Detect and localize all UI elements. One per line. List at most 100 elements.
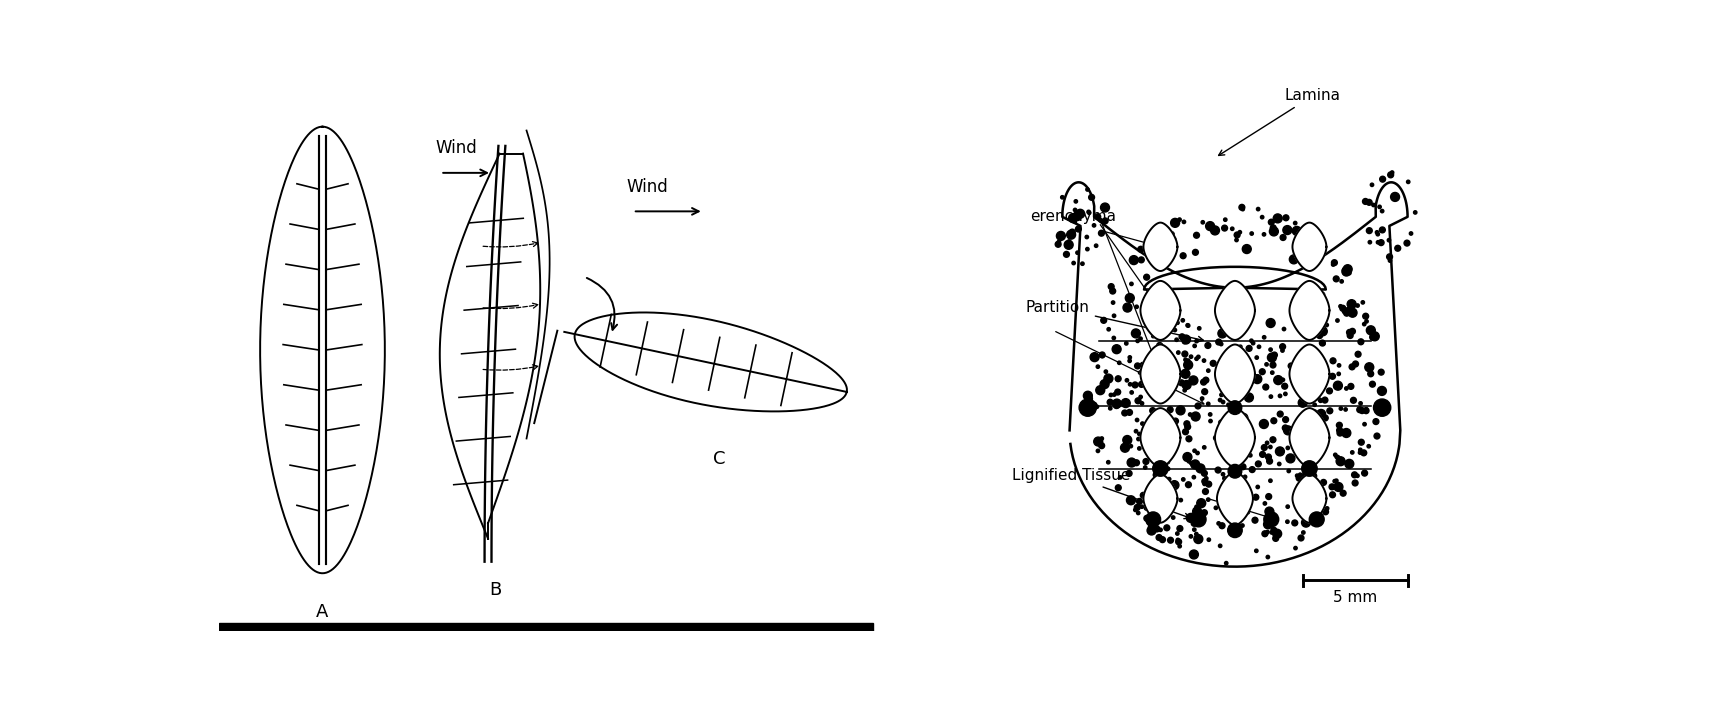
Circle shape xyxy=(1171,481,1179,490)
Circle shape xyxy=(1160,226,1171,235)
Circle shape xyxy=(1234,372,1238,375)
Circle shape xyxy=(1299,327,1303,330)
Circle shape xyxy=(1186,324,1190,328)
Circle shape xyxy=(1246,442,1250,446)
Circle shape xyxy=(1229,464,1241,478)
Circle shape xyxy=(1075,226,1082,232)
Polygon shape xyxy=(1140,408,1181,467)
Circle shape xyxy=(1267,318,1275,328)
Circle shape xyxy=(1154,496,1157,500)
Circle shape xyxy=(1241,208,1244,211)
Circle shape xyxy=(1243,245,1251,254)
Circle shape xyxy=(1152,335,1155,337)
Circle shape xyxy=(1371,203,1375,206)
Circle shape xyxy=(1234,232,1239,238)
Circle shape xyxy=(1333,385,1337,389)
Circle shape xyxy=(1109,284,1114,289)
Circle shape xyxy=(1344,408,1347,411)
Circle shape xyxy=(1286,454,1294,463)
Circle shape xyxy=(1202,510,1207,515)
Circle shape xyxy=(1210,226,1219,235)
Text: Wind: Wind xyxy=(435,140,478,157)
Circle shape xyxy=(1256,485,1260,489)
Circle shape xyxy=(1159,435,1162,437)
Circle shape xyxy=(1164,364,1172,373)
Circle shape xyxy=(1143,515,1150,521)
Circle shape xyxy=(1143,314,1147,318)
Circle shape xyxy=(1297,320,1301,323)
Circle shape xyxy=(1340,279,1344,283)
Circle shape xyxy=(1347,330,1352,335)
Circle shape xyxy=(1340,306,1345,311)
Circle shape xyxy=(1148,386,1152,390)
Circle shape xyxy=(1167,407,1172,413)
Circle shape xyxy=(1265,454,1272,460)
Circle shape xyxy=(1344,311,1349,316)
Circle shape xyxy=(1162,455,1166,459)
Circle shape xyxy=(1205,476,1208,480)
Circle shape xyxy=(1263,384,1268,390)
Circle shape xyxy=(1095,405,1099,408)
Circle shape xyxy=(1234,238,1238,242)
Circle shape xyxy=(1244,393,1253,402)
Circle shape xyxy=(1363,199,1368,204)
Circle shape xyxy=(1390,171,1393,174)
Polygon shape xyxy=(261,127,386,574)
Circle shape xyxy=(1258,345,1262,349)
Circle shape xyxy=(1147,382,1150,386)
Text: erenchyma: erenchyma xyxy=(1030,209,1116,224)
Circle shape xyxy=(1186,359,1190,362)
Circle shape xyxy=(1056,231,1066,240)
Circle shape xyxy=(1190,535,1193,538)
Circle shape xyxy=(1166,460,1169,464)
Circle shape xyxy=(1145,512,1160,527)
Circle shape xyxy=(1214,506,1217,510)
Circle shape xyxy=(1222,435,1226,438)
Circle shape xyxy=(1268,348,1272,352)
Circle shape xyxy=(1227,523,1243,537)
Circle shape xyxy=(1186,323,1190,327)
Circle shape xyxy=(1126,294,1135,303)
Circle shape xyxy=(1369,329,1373,333)
Circle shape xyxy=(1347,333,1352,338)
Polygon shape xyxy=(1063,182,1407,566)
Circle shape xyxy=(1176,539,1181,545)
Circle shape xyxy=(1294,361,1299,367)
Circle shape xyxy=(1166,435,1169,438)
Circle shape xyxy=(1333,479,1337,483)
Circle shape xyxy=(1335,479,1339,482)
Circle shape xyxy=(1200,397,1203,401)
Polygon shape xyxy=(1289,345,1330,403)
Circle shape xyxy=(1071,262,1075,264)
Circle shape xyxy=(1196,464,1205,473)
Circle shape xyxy=(1112,393,1116,396)
Circle shape xyxy=(1347,300,1356,308)
Circle shape xyxy=(1282,417,1289,423)
Circle shape xyxy=(1284,426,1292,435)
Circle shape xyxy=(1147,498,1150,502)
Circle shape xyxy=(1268,515,1275,520)
Circle shape xyxy=(1388,259,1392,262)
Circle shape xyxy=(1126,410,1133,415)
Circle shape xyxy=(1309,472,1315,478)
Circle shape xyxy=(1301,518,1311,527)
Circle shape xyxy=(1246,430,1251,436)
Circle shape xyxy=(1361,470,1368,476)
Circle shape xyxy=(1171,218,1179,228)
Circle shape xyxy=(1195,357,1198,360)
Circle shape xyxy=(1309,233,1318,242)
Circle shape xyxy=(1303,472,1308,478)
Circle shape xyxy=(1337,364,1340,367)
Circle shape xyxy=(1349,308,1357,317)
Circle shape xyxy=(1087,400,1092,406)
Circle shape xyxy=(1356,304,1359,307)
Circle shape xyxy=(1181,335,1191,344)
Circle shape xyxy=(1219,420,1224,425)
Circle shape xyxy=(1075,200,1078,203)
Circle shape xyxy=(1239,345,1243,348)
Circle shape xyxy=(1222,476,1226,480)
Circle shape xyxy=(1193,233,1200,238)
Circle shape xyxy=(1345,308,1351,313)
Circle shape xyxy=(1116,485,1121,491)
Circle shape xyxy=(1190,355,1193,358)
